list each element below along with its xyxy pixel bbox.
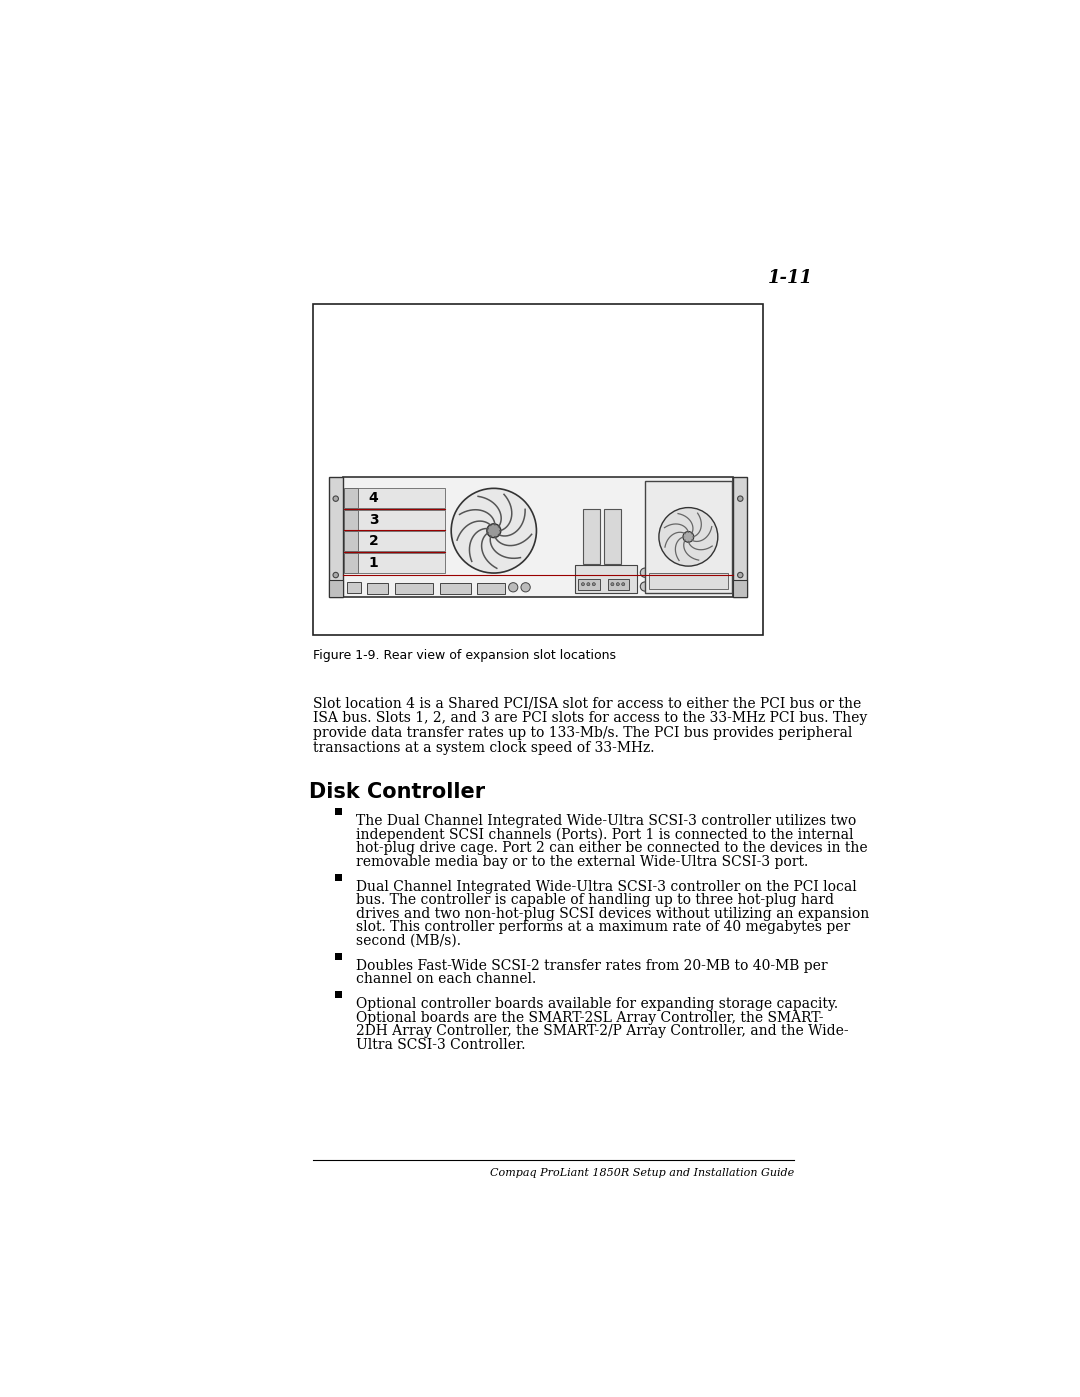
Text: Compaq ProLiant 1850R Setup and Installation Guide: Compaq ProLiant 1850R Setup and Installa… [489, 1168, 794, 1178]
Text: Ultra SCSI-3 Controller.: Ultra SCSI-3 Controller. [356, 1038, 525, 1052]
Bar [345, 531, 359, 550]
Text: 4: 4 [369, 490, 379, 504]
Circle shape [617, 583, 619, 585]
Bar [335, 809, 342, 816]
Bar [328, 478, 342, 597]
Bar [440, 584, 471, 594]
Text: Slot location 4 is a Shared PCI/ISA slot for access to either the PCI bus or the: Slot location 4 is a Shared PCI/ISA slot… [313, 697, 862, 711]
Bar [604, 509, 621, 564]
Circle shape [586, 583, 590, 585]
Text: Optional boards are the SMART-2SL Array Controller, the SMART-: Optional boards are the SMART-2SL Array … [356, 1011, 823, 1025]
Bar [347, 583, 361, 592]
Bar [359, 510, 445, 529]
Text: Figure 1-9. Rear view of expansion slot locations: Figure 1-9. Rear view of expansion slot … [313, 648, 617, 662]
Circle shape [451, 489, 537, 573]
Text: The Dual Channel Integrated Wide-Ultra SCSI-3 controller utilizes two: The Dual Channel Integrated Wide-Ultra S… [356, 814, 856, 828]
Bar [335, 953, 342, 960]
Bar [394, 584, 433, 594]
Text: Dual Channel Integrated Wide-Ultra SCSI-3 controller on the PCI local: Dual Channel Integrated Wide-Ultra SCSI-… [356, 880, 856, 894]
Text: hot-plug drive cage. Port 2 can either be connected to the devices in the: hot-plug drive cage. Port 2 can either b… [356, 841, 867, 855]
Bar [645, 481, 732, 592]
Text: second (MB/s).: second (MB/s). [356, 933, 461, 947]
Bar [608, 578, 630, 590]
Circle shape [738, 496, 743, 502]
Bar [359, 488, 445, 509]
Bar [733, 478, 747, 597]
Text: Disk Controller: Disk Controller [309, 782, 486, 802]
Bar [342, 478, 733, 597]
Text: ISA bus. Slots 1, 2, and 3 are PCI slots for access to the 33-MHz PCI bus. They: ISA bus. Slots 1, 2, and 3 are PCI slots… [313, 711, 867, 725]
Circle shape [640, 569, 649, 577]
Bar [345, 553, 359, 573]
Bar [583, 509, 600, 564]
Text: 1-11: 1-11 [768, 270, 813, 288]
Circle shape [581, 583, 584, 585]
Bar [335, 990, 342, 997]
Circle shape [622, 583, 625, 585]
Text: Optional controller boards available for expanding storage capacity.: Optional controller boards available for… [356, 997, 838, 1011]
Circle shape [611, 583, 613, 585]
Text: 1: 1 [369, 556, 379, 570]
Text: bus. The controller is capable of handling up to three hot-plug hard: bus. The controller is capable of handli… [356, 893, 834, 908]
Circle shape [659, 507, 718, 566]
Bar [649, 573, 728, 588]
Bar [313, 305, 762, 636]
Bar [578, 578, 600, 590]
Text: transactions at a system clock speed of 33-MHz.: transactions at a system clock speed of … [313, 740, 654, 754]
Bar [359, 531, 445, 550]
Text: independent SCSI channels (Ports). Port 1 is connected to the internal: independent SCSI channels (Ports). Port … [356, 828, 853, 842]
Bar [733, 580, 747, 597]
Bar [328, 580, 342, 597]
Text: provide data transfer rates up to 133-Mb/s. The PCI bus provides peripheral: provide data transfer rates up to 133-Mb… [313, 726, 852, 740]
Circle shape [333, 573, 338, 578]
Circle shape [509, 583, 517, 592]
Bar [335, 873, 342, 880]
Text: Doubles Fast-Wide SCSI-2 transfer rates from 20-MB to 40-MB per: Doubles Fast-Wide SCSI-2 transfer rates … [356, 958, 827, 972]
Bar [367, 584, 389, 594]
Circle shape [487, 524, 501, 538]
Circle shape [333, 496, 338, 502]
Bar [476, 584, 504, 594]
Circle shape [640, 583, 649, 591]
Text: removable media bay or to the external Wide-Ultra SCSI-3 port.: removable media bay or to the external W… [356, 855, 808, 869]
Text: 2DH Array Controller, the SMART-2/P Array Controller, and the Wide-: 2DH Array Controller, the SMART-2/P Arra… [356, 1024, 849, 1038]
Circle shape [738, 573, 743, 578]
Bar [359, 553, 445, 573]
Bar [345, 488, 359, 509]
Circle shape [592, 583, 595, 585]
Text: 3: 3 [369, 513, 378, 527]
Circle shape [683, 531, 693, 542]
Text: channel on each channel.: channel on each channel. [356, 972, 536, 986]
Circle shape [521, 583, 530, 592]
Text: slot. This controller performs at a maximum rate of 40 megabytes per: slot. This controller performs at a maxi… [356, 921, 850, 935]
Bar [576, 564, 637, 592]
Text: 2: 2 [369, 534, 379, 548]
Bar [345, 510, 359, 529]
Text: drives and two non-hot-plug SCSI devices without utilizing an expansion: drives and two non-hot-plug SCSI devices… [356, 907, 869, 921]
